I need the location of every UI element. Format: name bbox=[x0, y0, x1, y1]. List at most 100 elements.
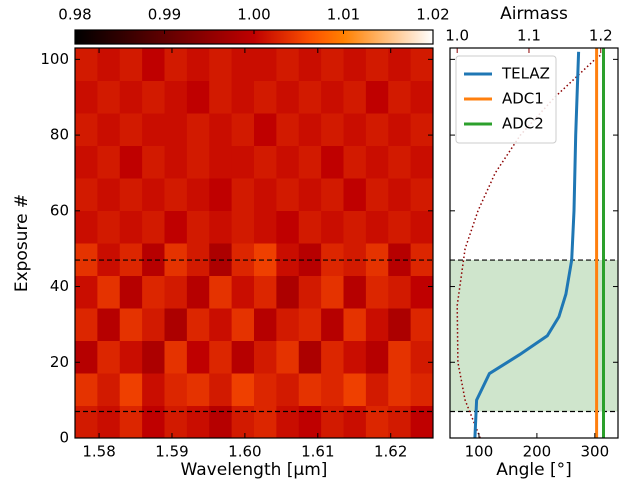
heat-cell bbox=[142, 308, 165, 341]
heat-cell bbox=[75, 113, 98, 146]
colorbar-tick-label: 1.00 bbox=[237, 6, 270, 24]
heat-cell bbox=[410, 145, 434, 179]
y-tick-label: 100 bbox=[40, 50, 69, 68]
heat-cell bbox=[119, 80, 143, 114]
x-axis-label: Wavelength [μm] bbox=[181, 460, 328, 480]
heat-cell bbox=[142, 113, 165, 146]
heat-cell bbox=[119, 178, 143, 211]
heat-cell bbox=[186, 80, 210, 114]
axes-frame bbox=[449, 47, 619, 439]
heat-cell bbox=[365, 178, 389, 211]
heat-cell bbox=[209, 210, 233, 244]
heat-cell bbox=[365, 275, 389, 309]
heat-cell bbox=[321, 145, 344, 179]
heat-cell bbox=[321, 373, 344, 406]
x-tick-label: 1.60 bbox=[228, 443, 261, 461]
heat-cell bbox=[231, 178, 255, 211]
heat-cell bbox=[365, 308, 389, 341]
heat-cell bbox=[388, 113, 412, 146]
heat-cell bbox=[298, 308, 322, 341]
heat-cell bbox=[410, 308, 434, 341]
heat-cell bbox=[254, 113, 277, 146]
heat-cell bbox=[119, 405, 143, 439]
heat-cell bbox=[343, 80, 367, 114]
legend-box bbox=[455, 55, 557, 144]
heat-cell bbox=[142, 275, 165, 309]
y-tick-label: 20 bbox=[50, 353, 69, 371]
x2-tick-label: 1.0 bbox=[445, 27, 469, 45]
heat-cell bbox=[164, 210, 188, 244]
heat-cell bbox=[276, 80, 300, 114]
heat-cell bbox=[231, 48, 255, 81]
heat-cell bbox=[186, 373, 210, 406]
heat-cell bbox=[254, 243, 277, 276]
y-tick-label: 0 bbox=[59, 429, 69, 447]
heat-cell bbox=[209, 48, 233, 81]
heat-cell bbox=[186, 308, 210, 341]
heat-cell bbox=[142, 340, 165, 374]
heat-cell bbox=[209, 308, 233, 341]
heat-cell bbox=[142, 210, 165, 244]
heat-cell bbox=[254, 80, 277, 114]
heat-cell bbox=[142, 145, 165, 179]
heat-cell bbox=[410, 113, 434, 146]
heat-cell bbox=[343, 373, 367, 406]
heat-cell bbox=[209, 373, 233, 406]
heat-cell bbox=[388, 178, 412, 211]
x-tick-label: 100 bbox=[465, 443, 494, 461]
heat-cell bbox=[186, 145, 210, 179]
heat-cell bbox=[365, 210, 389, 244]
heat-cell bbox=[343, 178, 367, 211]
colorbar-tick-label: 1.01 bbox=[327, 6, 360, 24]
heat-cell bbox=[298, 48, 322, 81]
heat-cell bbox=[97, 113, 121, 146]
colorbar-tick-label: 1.02 bbox=[416, 6, 449, 24]
heat-cell bbox=[254, 308, 277, 341]
heat-cell bbox=[321, 340, 344, 374]
heat-cell bbox=[388, 80, 412, 114]
heat-cell bbox=[410, 373, 434, 406]
heat-cell bbox=[142, 48, 165, 81]
heat-cell bbox=[231, 145, 255, 179]
heat-cell bbox=[231, 210, 255, 244]
heat-cell bbox=[321, 308, 344, 341]
heat-cell bbox=[388, 373, 412, 406]
heat-cell bbox=[298, 113, 322, 146]
heat-cell bbox=[186, 178, 210, 211]
heat-cell bbox=[142, 373, 165, 406]
x2-tick-label: 1.1 bbox=[517, 27, 541, 45]
y-axis-label: Exposure # bbox=[12, 194, 32, 292]
heat-cell bbox=[209, 178, 233, 211]
x-tick-label: 200 bbox=[523, 443, 552, 461]
heat-cell bbox=[254, 178, 277, 211]
heat-cell bbox=[365, 243, 389, 276]
heat-cell bbox=[164, 373, 188, 406]
heat-cell bbox=[75, 48, 98, 81]
heat-cell bbox=[410, 80, 434, 114]
y-tick-label: 40 bbox=[50, 277, 69, 295]
heat-cell bbox=[97, 80, 121, 114]
heat-cell bbox=[75, 373, 98, 406]
heat-cell bbox=[75, 145, 98, 179]
heat-cell bbox=[209, 340, 233, 374]
heat-cell bbox=[142, 243, 165, 276]
heat-cell bbox=[365, 113, 389, 146]
heat-cell bbox=[298, 340, 322, 374]
heat-cell bbox=[186, 210, 210, 244]
x-tick-label: 1.59 bbox=[155, 443, 188, 461]
heat-cell bbox=[231, 275, 255, 309]
heat-cell bbox=[75, 405, 98, 439]
heat-cell bbox=[75, 210, 98, 244]
heat-cell bbox=[119, 113, 143, 146]
heat-cell bbox=[343, 243, 367, 276]
x-tick-label: 1.58 bbox=[82, 443, 115, 461]
heat-cell bbox=[276, 113, 300, 146]
heat-cell bbox=[298, 145, 322, 179]
heat-cell bbox=[97, 405, 121, 439]
airmass-line bbox=[456, 51, 606, 438]
heat-cell bbox=[209, 275, 233, 309]
heat-cell bbox=[97, 275, 121, 309]
heat-cell bbox=[97, 373, 121, 406]
heat-cell bbox=[164, 275, 188, 309]
axes-frame bbox=[74, 47, 434, 439]
